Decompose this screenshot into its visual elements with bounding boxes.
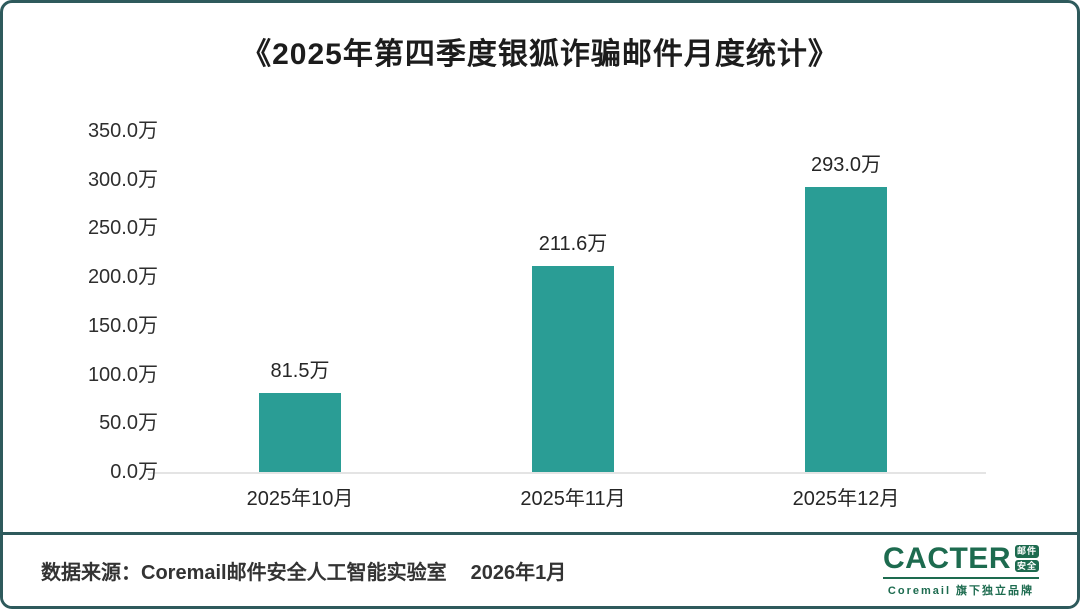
y-axis-tick-label: 300.0万 xyxy=(87,168,158,191)
bar-2025年11月 xyxy=(532,266,614,472)
y-axis-tick-label: 250.0万 xyxy=(87,217,158,240)
bar-value-label: 81.5万 xyxy=(270,360,330,382)
cacter-wordmark: CACTER xyxy=(882,541,1011,575)
y-axis-tick-label: 150.0万 xyxy=(87,314,158,337)
cacter-logo: CACTER 邮件 安全 Coremail 旗下独立品牌 xyxy=(882,541,1039,598)
bar-2025年10月 xyxy=(259,393,341,472)
badge-security-label: 安全 xyxy=(1014,559,1039,573)
bar-chart: 0.0万 50.0万 100.0万 150.0万 200.0万 250.0万 300.0万 3… xyxy=(3,98,1077,518)
report-date: 2026年1月 xyxy=(470,562,567,584)
y-axis-tick-label: 350.0万 xyxy=(87,120,158,142)
badge-mail-label: 邮件 xyxy=(1014,544,1039,558)
bar-value-label: 211.6万 xyxy=(538,233,608,255)
cacter-logo-row: CACTER 邮件 安全 xyxy=(882,541,1039,575)
bar-value-label: 293.0万 xyxy=(810,154,882,176)
logo-divider-line xyxy=(882,576,1039,579)
x-axis-category-label: 2025年12月 xyxy=(792,488,900,510)
logo-tagline: Coremail 旗下独立品牌 xyxy=(887,584,1035,597)
footer-bar: 数据来源：Coremail邮件安全人工智能实验室 2026年1月 CACTER 邮… xyxy=(3,532,1077,606)
y-axis-tick-label: 50.0万 xyxy=(99,412,158,435)
x-axis-category-label: 2025年11月 xyxy=(520,488,626,510)
y-axis-tick-label: 200.0万 xyxy=(87,266,158,289)
x-axis-category-label: 2025年10月 xyxy=(246,488,354,510)
mail-security-badge: 邮件 安全 xyxy=(1014,544,1039,573)
data-source-text: 数据来源：Coremail邮件安全人工智能实验室 2026年1月 xyxy=(41,556,566,585)
chart-title: 《2025年第四季度银狐诈骗邮件月度统计》 xyxy=(241,38,839,71)
y-axis-tick-label: 100.0万 xyxy=(87,363,158,386)
bar-2025年12月 xyxy=(805,187,887,472)
source-label: 数据来源：Coremail邮件安全人工智能实验室 xyxy=(41,562,447,584)
y-axis-tick-label: 0.0万 xyxy=(110,461,158,483)
x-axis-line xyxy=(148,472,986,474)
